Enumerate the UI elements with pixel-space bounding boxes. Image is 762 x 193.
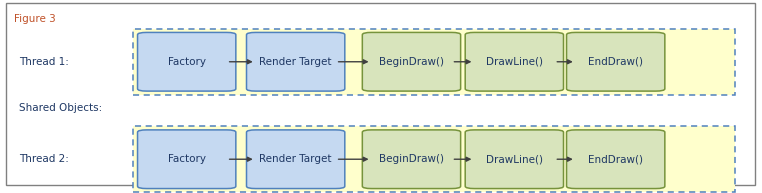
Bar [133,29,735,95]
Text: BeginDraw(): BeginDraw() [379,154,444,164]
FancyBboxPatch shape [567,130,664,189]
FancyBboxPatch shape [567,32,664,91]
Text: EndDraw(): EndDraw() [588,57,643,67]
Text: DrawLine(): DrawLine() [486,154,543,164]
FancyBboxPatch shape [247,32,344,91]
Text: Render Target: Render Target [259,57,332,67]
Text: Factory: Factory [168,154,206,164]
FancyBboxPatch shape [363,32,460,91]
Text: Thread 1:: Thread 1: [19,57,69,67]
Text: DrawLine(): DrawLine() [486,57,543,67]
FancyBboxPatch shape [137,130,236,189]
FancyBboxPatch shape [465,32,564,91]
Bar [133,29,735,95]
Text: Factory: Factory [168,57,206,67]
FancyBboxPatch shape [363,130,460,189]
Text: Shared Objects:: Shared Objects: [19,103,102,113]
Bar [133,126,735,192]
Text: Figure 3: Figure 3 [14,14,56,24]
Text: EndDraw(): EndDraw() [588,154,643,164]
FancyBboxPatch shape [465,130,564,189]
Text: Thread 2:: Thread 2: [19,154,69,164]
Text: BeginDraw(): BeginDraw() [379,57,444,67]
FancyBboxPatch shape [137,32,236,91]
Bar [133,126,735,192]
FancyBboxPatch shape [247,130,344,189]
Text: Render Target: Render Target [259,154,332,164]
